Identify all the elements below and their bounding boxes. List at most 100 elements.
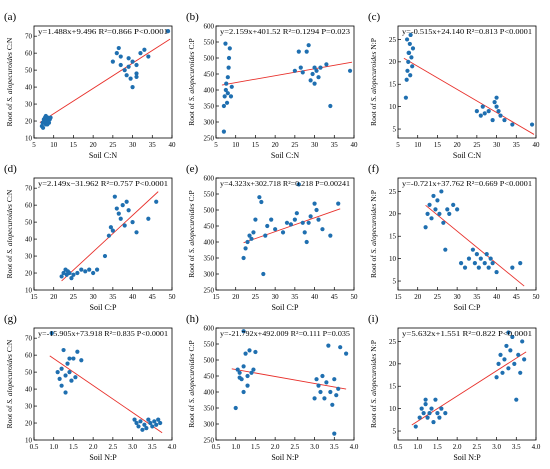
data-point — [490, 261, 495, 266]
x-tick-label: 50 — [169, 293, 177, 301]
data-point — [148, 420, 153, 426]
x-tick-label: 35 — [291, 293, 299, 301]
data-point — [338, 345, 343, 350]
data-point — [257, 195, 262, 200]
x-tick-label: 25 — [291, 141, 299, 149]
x-tick-label: 1.0 — [413, 443, 422, 451]
data-point — [296, 49, 301, 54]
data-point — [237, 370, 242, 375]
data-point — [425, 415, 430, 420]
y-axis-label: Root of S. alopecuroides N:P — [369, 340, 378, 428]
data-point — [458, 261, 464, 266]
data-point — [476, 265, 481, 270]
data-point — [122, 68, 127, 73]
x-tick-label: 30 — [311, 141, 319, 149]
data-point — [138, 51, 143, 56]
data-point — [273, 227, 278, 232]
x-tick-label: 30 — [454, 293, 462, 301]
y-tick-label: 250 — [204, 134, 215, 142]
x-tick-label: 5 — [32, 141, 36, 149]
data-point — [328, 233, 333, 238]
plot-frame — [33, 327, 173, 441]
y-tick-label: 30 — [25, 100, 33, 108]
data-point — [494, 95, 499, 100]
data-point — [304, 49, 309, 54]
data-point — [486, 109, 491, 114]
data-point — [224, 100, 230, 105]
data-point — [152, 419, 157, 424]
data-point — [409, 55, 414, 60]
data-point — [312, 396, 317, 401]
data-point — [498, 352, 503, 357]
y-tick-label: 600 — [204, 174, 215, 182]
data-point — [43, 113, 48, 119]
y-tick-label: 50 — [25, 67, 33, 75]
y-tick-label: 550 — [204, 340, 215, 348]
data-point — [407, 41, 412, 47]
x-tick-label: 25 — [252, 293, 260, 301]
data-point — [136, 424, 141, 429]
data-point — [316, 383, 321, 388]
data-point — [314, 207, 319, 213]
data-point — [61, 270, 66, 276]
data-point — [75, 349, 80, 354]
x-tick-label: 0.5 — [394, 443, 403, 451]
y-axis-label: Root of S. alopecuroides C:N — [5, 339, 14, 428]
data-point — [296, 182, 301, 187]
x-tick-label: 2.0 — [271, 443, 280, 451]
y-tick-label: 500 — [204, 54, 215, 62]
data-point — [69, 378, 74, 383]
x-tick-label: 10 — [232, 141, 240, 149]
x-tick-label: 20 — [414, 293, 422, 301]
data-point — [413, 424, 418, 429]
x-tick-label: 10 — [50, 141, 58, 149]
data-point — [122, 223, 127, 228]
x-tick-label: 35 — [513, 141, 521, 149]
data-point — [423, 402, 428, 407]
panel-d: (d) 15 20 25 30 35 40 45 50 10 20 30 40 50 60 70 y=2.149… — [4, 163, 176, 312]
data-point — [466, 256, 472, 261]
data-point — [235, 367, 240, 372]
data-point — [245, 239, 250, 245]
data-point — [494, 269, 499, 275]
data-point — [435, 198, 440, 203]
data-point — [224, 81, 229, 86]
data-point — [261, 271, 266, 277]
y-tick-label: 400 — [204, 388, 215, 396]
data-point — [65, 361, 70, 366]
data-point — [404, 37, 410, 42]
data-point — [59, 366, 64, 371]
data-point — [308, 214, 313, 219]
data-point — [405, 68, 410, 73]
data-point — [470, 247, 476, 252]
data-point — [118, 54, 123, 59]
data-point — [510, 122, 515, 127]
data-point — [146, 54, 151, 59]
x-tick-label: 30 — [129, 141, 137, 149]
x-tick-label: 1.5 — [433, 443, 442, 451]
x-tick-label: 35 — [109, 293, 117, 301]
x-tick-label: 25 — [70, 293, 78, 301]
data-point — [431, 419, 436, 425]
data-point — [67, 270, 72, 276]
regression-equation: y=2.149x−31.962 R²=0.757 P<0.0001 — [38, 179, 168, 188]
y-axis-label: Root of S. alopecuroides N:P — [369, 190, 378, 278]
data-point — [221, 129, 226, 134]
panel-label: (h) — [186, 313, 199, 325]
data-point — [75, 270, 80, 276]
x-axis-label: Soil C:N — [271, 151, 299, 160]
data-point — [245, 383, 250, 388]
x-tick-label: 3.0 — [492, 443, 501, 451]
x-axis-label: Soil C:P — [90, 303, 117, 312]
y-tick-label: 350 — [204, 254, 215, 262]
data-point — [63, 390, 68, 395]
data-point — [71, 272, 76, 277]
data-point — [427, 411, 432, 416]
data-point — [300, 70, 305, 75]
x-tick-label: 40 — [351, 141, 359, 149]
data-point — [490, 117, 495, 123]
data-point — [445, 207, 450, 212]
data-point — [482, 111, 487, 116]
regression-equation: y=4.323x+302.718 R²=0.218 P=0.00241 — [220, 179, 350, 188]
